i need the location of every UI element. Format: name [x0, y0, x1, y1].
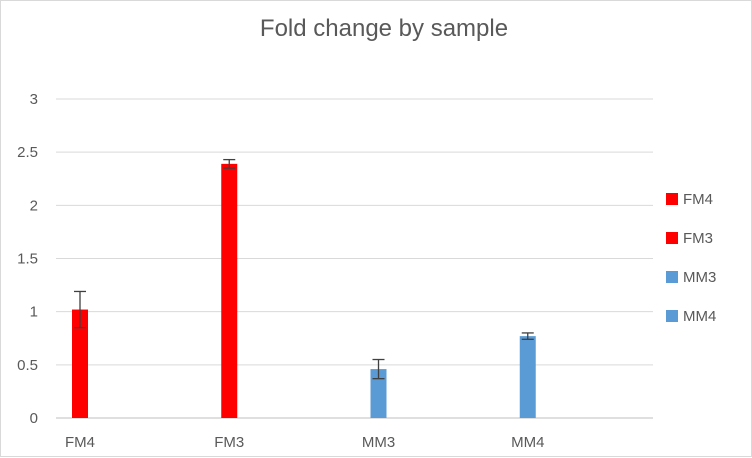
y-tick-label: 2.5 [17, 144, 38, 161]
legend-label: FM4 [683, 190, 713, 208]
chart-title: Fold change by sample [259, 15, 509, 42]
legend-item: MM4 [666, 306, 716, 326]
bar [221, 163, 238, 418]
legend-swatch [666, 271, 678, 283]
y-tick-label: 1.5 [17, 251, 38, 268]
legend-label: FM3 [683, 229, 713, 247]
legend-swatch [666, 310, 678, 322]
y-tick-label: 0.5 [17, 357, 38, 374]
legend-item: MM3 [666, 267, 716, 287]
x-tick-label: FM3 [214, 434, 244, 451]
legend-label: MM3 [683, 268, 717, 286]
legend-label: MM4 [683, 307, 717, 325]
chart-legend: FM4 FM3 MM3 MM4 [666, 189, 716, 345]
legend-swatch [666, 193, 678, 205]
x-tick-label: FM4 [65, 434, 95, 451]
y-tick-label: 1 [30, 304, 38, 321]
y-tick-label: 3 [30, 91, 38, 108]
y-tick-label: 0 [30, 410, 38, 427]
legend-item: FM3 [666, 228, 716, 248]
legend-item: FM4 [666, 189, 716, 209]
bar [72, 309, 88, 418]
x-tick-label: MM4 [511, 434, 544, 451]
x-tick-label: MM3 [362, 434, 395, 451]
bar [519, 336, 536, 418]
bar [370, 369, 387, 418]
legend-swatch [666, 232, 678, 244]
y-tick-label: 2 [30, 197, 38, 214]
